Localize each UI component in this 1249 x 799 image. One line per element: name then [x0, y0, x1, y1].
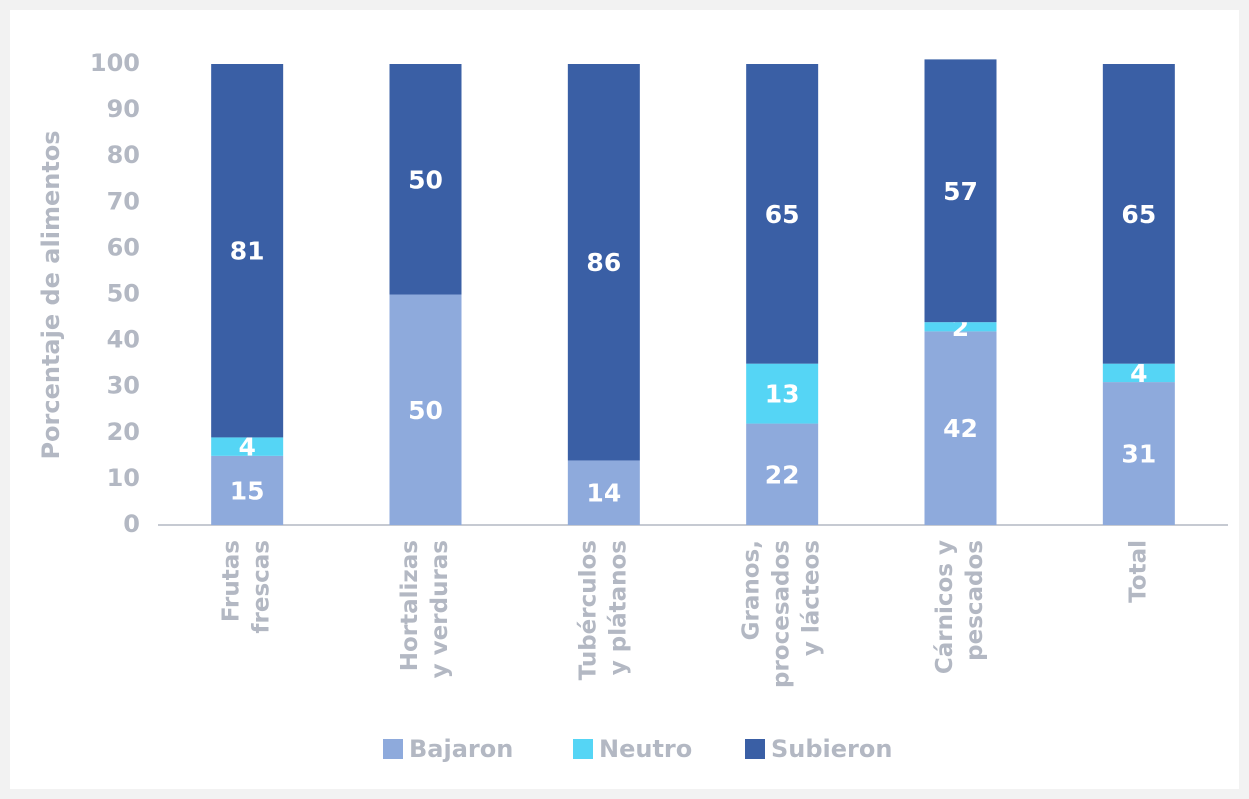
- data-label: 86: [586, 248, 621, 277]
- y-tick-label: 40: [107, 326, 140, 354]
- y-tick-label: 50: [107, 280, 140, 308]
- data-label: 22: [765, 460, 800, 489]
- data-label: 31: [1121, 440, 1156, 469]
- bar-segment: [389, 294, 462, 525]
- data-label: 65: [765, 200, 800, 229]
- x-tick-label: Cárnicos y: [932, 540, 958, 674]
- bar-segment: [389, 64, 462, 295]
- data-label: 13: [765, 380, 800, 409]
- bar-segment: [211, 64, 284, 438]
- legend-label: Subieron: [771, 735, 892, 763]
- bar-segment: [924, 322, 997, 332]
- y-axis-label: Porcentaje de alimentos: [37, 130, 65, 459]
- x-tick-label: procesados: [769, 540, 795, 688]
- y-tick-label: 20: [107, 418, 140, 446]
- legend-swatch: [383, 739, 403, 759]
- bar-segment: [211, 437, 284, 456]
- y-tick-label: 90: [107, 95, 140, 123]
- y-tick-label: 80: [107, 141, 140, 169]
- data-label: 81: [230, 237, 265, 266]
- data-label: 4: [238, 433, 255, 462]
- data-label: 65: [1121, 200, 1156, 229]
- x-tick-label: frescas: [249, 540, 275, 633]
- bar-segment: [211, 455, 284, 525]
- y-tick-label: 70: [107, 187, 140, 215]
- bar-segment: [746, 423, 819, 525]
- bar-segment: [567, 460, 640, 525]
- legend-label: Bajaron: [409, 735, 513, 763]
- y-tick-label: 60: [107, 233, 140, 261]
- bar-segment: [1102, 64, 1175, 364]
- x-tick-label: y lácteos: [799, 540, 825, 656]
- bar-segment: [746, 363, 819, 424]
- x-tick-label: Granos,: [739, 540, 765, 640]
- data-label: 50: [408, 396, 443, 425]
- bar-segment: [567, 64, 640, 461]
- legend-label: Neutro: [599, 735, 692, 763]
- data-label: 57: [943, 177, 978, 206]
- data-label: 50: [408, 165, 443, 194]
- x-tick-label: y plátanos: [605, 540, 631, 675]
- bar-segment: [924, 331, 997, 525]
- data-label: 42: [943, 414, 978, 443]
- x-tick-label: Tubérculos: [575, 540, 601, 680]
- x-tick-label: y verduras: [427, 540, 453, 678]
- y-tick-label: 30: [107, 372, 140, 400]
- bar-segment: [746, 64, 819, 364]
- x-tick-label: Hortalizas: [397, 540, 423, 671]
- data-label: 15: [230, 476, 265, 505]
- data-label: 14: [586, 479, 621, 508]
- legend-swatch: [573, 739, 593, 759]
- bar-segment: [1102, 363, 1175, 383]
- bar-segment: [924, 59, 997, 323]
- x-tick-label: Total: [1125, 540, 1151, 603]
- y-tick-label: 0: [123, 510, 140, 538]
- x-tick-label: pescados: [962, 540, 988, 661]
- x-tick-label: Frutas: [219, 540, 245, 622]
- data-label: 4: [1130, 359, 1147, 388]
- bar-segment: [1102, 382, 1175, 525]
- y-tick-label: 100: [90, 49, 140, 77]
- legend-swatch: [745, 739, 765, 759]
- y-tick-label: 10: [107, 464, 140, 492]
